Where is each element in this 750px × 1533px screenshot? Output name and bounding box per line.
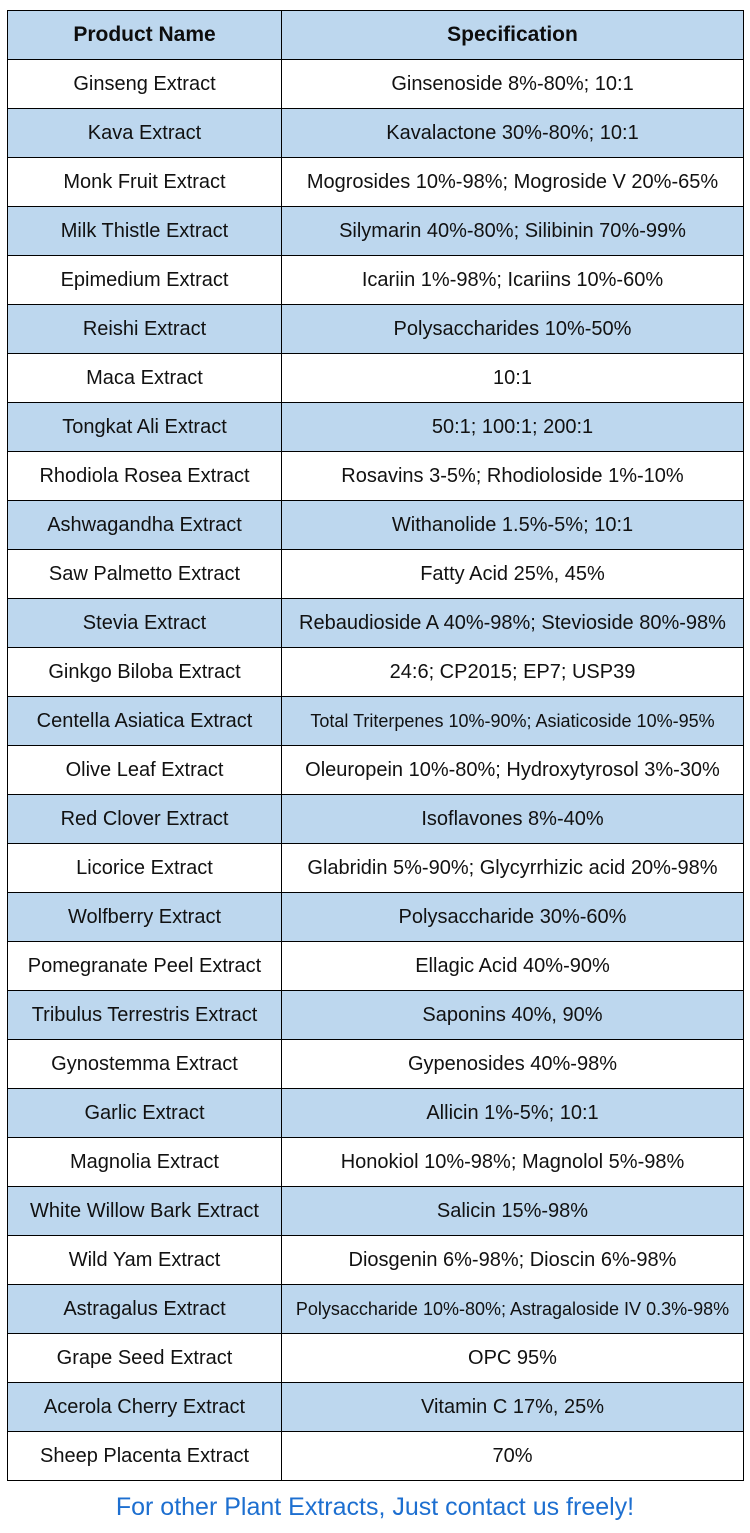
product-name-cell: Pomegranate Peel Extract bbox=[7, 941, 282, 991]
specification-cell: Ellagic Acid 40%-90% bbox=[281, 941, 744, 991]
table-row: Olive Leaf Extract Oleuropein 10%-80%; Hy… bbox=[7, 745, 744, 795]
specification-cell: Gypenosides 40%-98% bbox=[281, 1039, 744, 1089]
specification-cell: Ginsenoside 8%-80%; 10:1 bbox=[281, 59, 744, 109]
specification-cell: 50:1; 100:1; 200:1 bbox=[281, 402, 744, 452]
table-row: Licorice Extract Glabridin 5%-90%; Glycyr… bbox=[7, 843, 744, 893]
table-row: Kava Extract Kavalactone 30%-80%; 10:1 bbox=[7, 108, 744, 158]
product-name-cell: Kava Extract bbox=[7, 108, 282, 158]
table-row: Garlic Extract Allicin 1%-5%; 10:1 bbox=[7, 1088, 744, 1138]
specification-cell: Diosgenin 6%-98%; Dioscin 6%-98% bbox=[281, 1235, 744, 1285]
product-name-cell: Licorice Extract bbox=[7, 843, 282, 893]
specification-cell: Glabridin 5%-90%; Glycyrrhizic acid 20%-… bbox=[281, 843, 744, 893]
product-name-cell: White Willow Bark Extract bbox=[7, 1186, 282, 1236]
table-body: Ginseng Extract Ginsenoside 8%-80%; 10:1 K… bbox=[7, 59, 744, 1481]
table-row: Wild Yam Extract Diosgenin 6%-98%; Diosci… bbox=[7, 1235, 744, 1285]
specification-cell: Rosavins 3-5%; Rhodioloside 1%-10% bbox=[281, 451, 744, 501]
column-header-product-name: Product Name bbox=[7, 10, 282, 60]
product-name-cell: Ashwagandha Extract bbox=[7, 500, 282, 550]
table-row: Maca Extract 10:1 bbox=[7, 353, 744, 403]
product-name-cell: Tribulus Terrestris Extract bbox=[7, 990, 282, 1040]
table-row: Magnolia Extract Honokiol 10%-98%; Magnol… bbox=[7, 1137, 744, 1187]
product-name-cell: Epimedium Extract bbox=[7, 255, 282, 305]
product-name-cell: Centella Asiatica Extract bbox=[7, 696, 282, 746]
product-name-cell: Wild Yam Extract bbox=[7, 1235, 282, 1285]
product-name-cell: Magnolia Extract bbox=[7, 1137, 282, 1187]
footer-contact-text: For other Plant Extracts, Just contact u… bbox=[115, 1492, 635, 1521]
table-row: Sheep Placenta Extract 70% bbox=[7, 1431, 744, 1481]
table-row: Acerola Cherry Extract Vitamin C 17%, 25% bbox=[7, 1382, 744, 1432]
table-row: Wolfberry Extract Polysaccharide 30%-60% bbox=[7, 892, 744, 942]
product-name-cell: Tongkat Ali Extract bbox=[7, 402, 282, 452]
specification-cell: Saponins 40%, 90% bbox=[281, 990, 744, 1040]
table-row: Ashwagandha Extract Withanolide 1.5%-5%; … bbox=[7, 500, 744, 550]
table-header-row: Product Name Specification bbox=[7, 10, 744, 60]
specification-cell: Mogrosides 10%-98%; Mogroside V 20%-65% bbox=[281, 157, 744, 207]
table-row: Saw Palmetto Extract Fatty Acid 25%, 45% bbox=[7, 549, 744, 599]
table-row: Ginseng Extract Ginsenoside 8%-80%; 10:1 bbox=[7, 59, 744, 109]
footer-banner: For other Plant Extracts, Just contact u… bbox=[0, 1481, 750, 1533]
product-name-cell: Milk Thistle Extract bbox=[7, 206, 282, 256]
product-name-cell: Astragalus Extract bbox=[7, 1284, 282, 1334]
product-name-cell: Gynostemma Extract bbox=[7, 1039, 282, 1089]
table-row: Centella Asiatica Extract Total Triterpen… bbox=[7, 696, 744, 746]
table-row: Tribulus Terrestris Extract Saponins 40%,… bbox=[7, 990, 744, 1040]
product-name-cell: Sheep Placenta Extract bbox=[7, 1431, 282, 1481]
specification-cell: Isoflavones 8%-40% bbox=[281, 794, 744, 844]
table-row: Gynostemma Extract Gypenosides 40%-98% bbox=[7, 1039, 744, 1089]
specification-cell: Icariin 1%-98%; Icariins 10%-60% bbox=[281, 255, 744, 305]
product-name-cell: Olive Leaf Extract bbox=[7, 745, 282, 795]
specification-cell: Withanolide 1.5%-5%; 10:1 bbox=[281, 500, 744, 550]
specification-cell: Total Triterpenes 10%-90%; Asiaticoside … bbox=[281, 696, 744, 746]
product-name-cell: Acerola Cherry Extract bbox=[7, 1382, 282, 1432]
product-name-cell: Reishi Extract bbox=[7, 304, 282, 354]
table-row: Reishi Extract Polysaccharides 10%-50% bbox=[7, 304, 744, 354]
specification-cell: OPC 95% bbox=[281, 1333, 744, 1383]
specification-cell: Honokiol 10%-98%; Magnolol 5%-98% bbox=[281, 1137, 744, 1187]
product-name-cell: Red Clover Extract bbox=[7, 794, 282, 844]
specification-cell: Allicin 1%-5%; 10:1 bbox=[281, 1088, 744, 1138]
product-name-cell: Wolfberry Extract bbox=[7, 892, 282, 942]
table-row: Epimedium Extract Icariin 1%-98%; Icariin… bbox=[7, 255, 744, 305]
specification-cell: Silymarin 40%-80%; Silibinin 70%-99% bbox=[281, 206, 744, 256]
specification-cell: Polysaccharide 30%-60% bbox=[281, 892, 744, 942]
product-name-cell: Ginseng Extract bbox=[7, 59, 282, 109]
product-name-cell: Monk Fruit Extract bbox=[7, 157, 282, 207]
table-row: Pomegranate Peel Extract Ellagic Acid 40%… bbox=[7, 941, 744, 991]
column-header-specification: Specification bbox=[281, 10, 744, 60]
table-row: Rhodiola Rosea Extract Rosavins 3-5%; Rho… bbox=[7, 451, 744, 501]
specification-cell: Kavalactone 30%-80%; 10:1 bbox=[281, 108, 744, 158]
specification-cell: 70% bbox=[281, 1431, 744, 1481]
specification-cell: Oleuropein 10%-80%; Hydroxytyrosol 3%-30… bbox=[281, 745, 744, 795]
specification-cell: Polysaccharide 10%-80%; Astragaloside IV… bbox=[281, 1284, 744, 1334]
specification-cell: 24:6; CP2015; EP7; USP39 bbox=[281, 647, 744, 697]
table-row: Stevia Extract Rebaudioside A 40%-98%; St… bbox=[7, 598, 744, 648]
specification-cell: Vitamin C 17%, 25% bbox=[281, 1382, 744, 1432]
specification-cell: Polysaccharides 10%-50% bbox=[281, 304, 744, 354]
table-row: Tongkat Ali Extract 50:1; 100:1; 200:1 bbox=[7, 402, 744, 452]
table-row: Milk Thistle Extract Silymarin 40%-80%; S… bbox=[7, 206, 744, 256]
product-name-cell: Grape Seed Extract bbox=[7, 1333, 282, 1383]
product-name-cell: Rhodiola Rosea Extract bbox=[7, 451, 282, 501]
table-row: Astragalus Extract Polysaccharide 10%-80%… bbox=[7, 1284, 744, 1334]
table-row: White Willow Bark Extract Salicin 15%-98% bbox=[7, 1186, 744, 1236]
page-container: Product Name Specification Ginseng Extra… bbox=[7, 10, 744, 1481]
product-name-cell: Saw Palmetto Extract bbox=[7, 549, 282, 599]
specification-cell: Rebaudioside A 40%-98%; Stevioside 80%-9… bbox=[281, 598, 744, 648]
table-row: Ginkgo Biloba Extract 24:6; CP2015; EP7; … bbox=[7, 647, 744, 697]
table-row: Red Clover Extract Isoflavones 8%-40% bbox=[7, 794, 744, 844]
table-row: Monk Fruit Extract Mogrosides 10%-98%; Mo… bbox=[7, 157, 744, 207]
product-name-cell: Garlic Extract bbox=[7, 1088, 282, 1138]
specification-cell: 10:1 bbox=[281, 353, 744, 403]
product-spec-table: Product Name Specification Ginseng Extra… bbox=[7, 10, 744, 1481]
table-row: Grape Seed Extract OPC 95% bbox=[7, 1333, 744, 1383]
product-name-cell: Ginkgo Biloba Extract bbox=[7, 647, 282, 697]
product-name-cell: Stevia Extract bbox=[7, 598, 282, 648]
product-name-cell: Maca Extract bbox=[7, 353, 282, 403]
specification-cell: Fatty Acid 25%, 45% bbox=[281, 549, 744, 599]
specification-cell: Salicin 15%-98% bbox=[281, 1186, 744, 1236]
